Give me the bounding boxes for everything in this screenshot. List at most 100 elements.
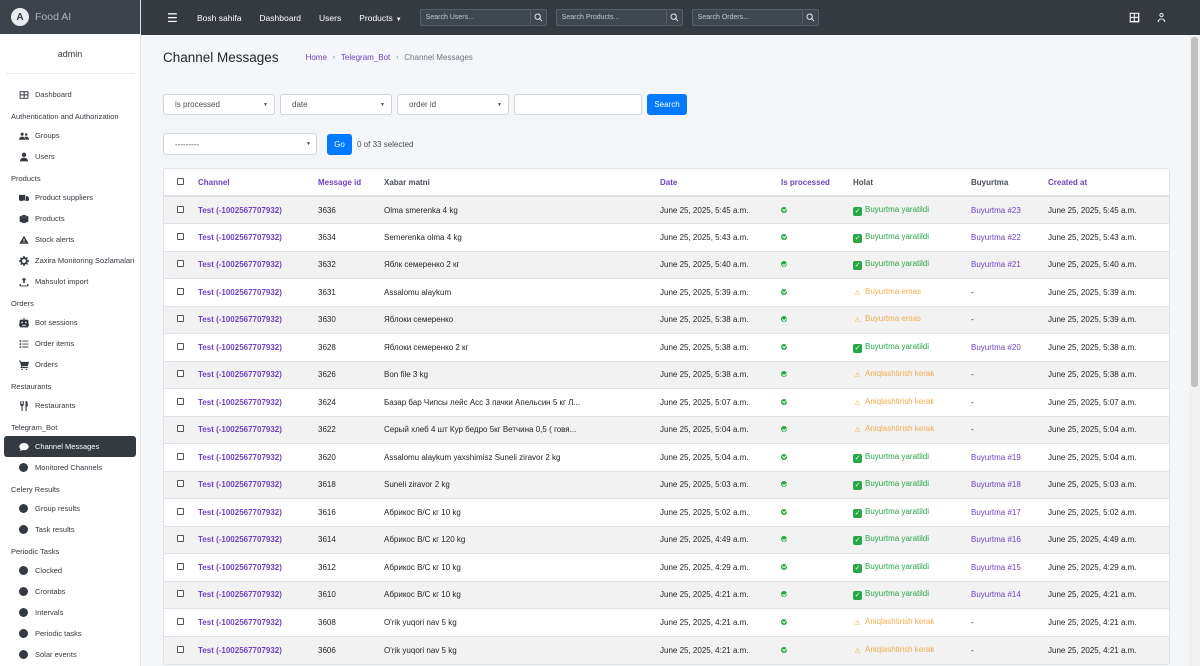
channel-link[interactable]: Test (-1002567707932)	[198, 535, 282, 545]
sidebar-item-task-results[interactable]: Task results	[4, 519, 136, 540]
channel-link[interactable]: Test (-1002567707932)	[198, 232, 282, 242]
channel-link[interactable]: Test (-1002567707932)	[198, 425, 282, 435]
row-checkbox[interactable]	[177, 205, 184, 213]
order-link[interactable]: Buyurtma #17	[971, 507, 1021, 517]
order-link[interactable]: Buyurtma #23	[971, 205, 1021, 215]
nav-dashboard-link[interactable]: Dashboard	[259, 12, 302, 23]
go-button[interactable]: Go	[327, 133, 352, 155]
col-message-id[interactable]: Message id	[318, 169, 384, 197]
row-checkbox[interactable]	[177, 562, 184, 570]
col-channel[interactable]: Channel	[198, 169, 318, 197]
row-checkbox[interactable]	[177, 452, 184, 460]
row-checkbox[interactable]	[177, 617, 184, 625]
sidebar-item-order-items[interactable]: Order items	[4, 333, 136, 354]
nav-home-link[interactable]: Bosh sahifa	[197, 12, 242, 23]
brand-link[interactable]: A Food AI	[0, 0, 140, 34]
search-orders-input[interactable]: Search Orders...	[691, 9, 802, 26]
nav-users-link[interactable]: Users	[319, 12, 342, 23]
row-checkbox[interactable]	[177, 590, 184, 598]
row-checkbox[interactable]	[177, 287, 184, 295]
user-account-icon[interactable]	[1156, 12, 1167, 23]
sidebar-item-users[interactable]: Users	[4, 146, 136, 167]
channel-link[interactable]: Test (-1002567707932)	[198, 205, 282, 215]
search-users-input[interactable]: Search Users...	[419, 9, 530, 26]
sidebar-item-clocked[interactable]: Clocked	[4, 560, 136, 581]
row-checkbox[interactable]	[177, 315, 184, 323]
channel-link[interactable]: Test (-1002567707932)	[198, 452, 282, 462]
sidebar-item-crontabs[interactable]: Crontabs	[4, 581, 136, 602]
filter-is-processed-select[interactable]: is processed ▼	[163, 94, 275, 115]
row-checkbox[interactable]	[177, 397, 184, 405]
search-products-button[interactable]	[665, 9, 683, 26]
scrollbar-thumb[interactable]	[1191, 37, 1198, 387]
sidebar-item-periodic-tasks[interactable]: Periodic tasks	[4, 623, 136, 644]
search-orders-button[interactable]	[801, 9, 819, 26]
channel-link[interactable]: Test (-1002567707932)	[198, 480, 282, 490]
row-checkbox[interactable]	[177, 535, 184, 543]
select-all-checkbox[interactable]	[177, 177, 184, 185]
channel-link[interactable]: Test (-1002567707932)	[198, 315, 282, 325]
channel-link[interactable]: Test (-1002567707932)	[198, 342, 282, 352]
sidebar-item-solar-events[interactable]: Solar events	[4, 644, 136, 665]
sidebar-item-label: Channel Messages	[35, 442, 100, 451]
sidebar-item-channel-messages[interactable]: Channel Messages	[4, 436, 136, 457]
channel-link[interactable]: Test (-1002567707932)	[198, 397, 282, 407]
order-link[interactable]: Buyurtma #20	[971, 342, 1021, 352]
col-is-processed[interactable]: Is processed	[781, 169, 853, 197]
row-checkbox[interactable]	[177, 480, 184, 488]
sidebar-item-mahsulot-import[interactable]: Mahsulot import	[4, 271, 136, 292]
sidebar-item-zaxira-monitoring-sozlamalari[interactable]: Zaxira Monitoring Sozlamalari	[4, 250, 136, 271]
breadcrumb-app-link[interactable]: Telegram_Bot	[340, 53, 391, 62]
menu-toggle-icon[interactable]: ☰	[167, 10, 178, 25]
sidebar-item-stock-alerts[interactable]: Stock alerts	[4, 229, 136, 250]
sidebar-item-dashboard[interactable]: Dashboard	[4, 84, 136, 105]
user-panel[interactable]: admin	[6, 34, 134, 74]
row-checkbox[interactable]	[177, 232, 184, 240]
nav-products-dropdown[interactable]: Products ▼	[359, 13, 402, 23]
sidebar-item-restaurants[interactable]: Restaurants	[4, 395, 136, 416]
sidebar-item-orders[interactable]: Orders	[4, 354, 136, 375]
col-created-at[interactable]: Created at	[1048, 169, 1169, 197]
sidebar-item-group-results[interactable]: Group results	[4, 498, 136, 519]
sidebar-item-groups[interactable]: Groups	[4, 125, 136, 146]
row-checkbox[interactable]	[177, 507, 184, 515]
col-date[interactable]: Date	[660, 169, 781, 197]
row-checkbox[interactable]	[177, 260, 184, 268]
page-scrollbar[interactable]	[1189, 35, 1200, 666]
channel-link[interactable]: Test (-1002567707932)	[198, 590, 282, 600]
sidebar-item-product-suppliers[interactable]: Product suppliers	[4, 187, 136, 208]
channel-link[interactable]: Test (-1002567707932)	[198, 562, 282, 572]
channel-link[interactable]: Test (-1002567707932)	[198, 260, 282, 270]
grid-icon[interactable]	[1129, 12, 1140, 23]
sidebar-item-bot-sessions[interactable]: Bot sessions	[4, 312, 136, 333]
sidebar-item-products[interactable]: Products	[4, 208, 136, 229]
order-link[interactable]: Buyurtma #21	[971, 260, 1021, 270]
channel-link[interactable]: Test (-1002567707932)	[198, 507, 282, 517]
order-link[interactable]: Buyurtma #15	[971, 562, 1021, 572]
message-text-cell: O'rik yuqori nav 5 kg	[384, 608, 660, 636]
row-checkbox[interactable]	[177, 370, 184, 378]
row-checkbox[interactable]	[177, 425, 184, 433]
search-users-button[interactable]	[529, 9, 547, 26]
row-checkbox[interactable]	[177, 645, 184, 653]
action-select[interactable]: --------- ▼	[163, 133, 317, 155]
sidebar-item-monitored-channels[interactable]: Monitored Channels	[4, 457, 136, 478]
filter-date-select[interactable]: date ▼	[280, 94, 392, 115]
channel-link[interactable]: Test (-1002567707932)	[198, 617, 282, 627]
breadcrumb-home-link[interactable]: Home	[305, 53, 327, 62]
order-link[interactable]: Buyurtma #14	[971, 590, 1021, 600]
sidebar-item-intervals[interactable]: Intervals	[4, 602, 136, 623]
search-button[interactable]: Search	[647, 94, 687, 115]
order-link[interactable]: Buyurtma #22	[971, 232, 1021, 242]
search-products-input[interactable]: Search Products...	[555, 9, 666, 26]
row-checkbox[interactable]	[177, 342, 184, 350]
channel-link[interactable]: Test (-1002567707932)	[198, 287, 282, 297]
channel-link[interactable]: Test (-1002567707932)	[198, 370, 282, 380]
order-link[interactable]: Buyurtma #16	[971, 535, 1021, 545]
channel-link[interactable]: Test (-1002567707932)	[198, 645, 282, 655]
search-input[interactable]	[514, 94, 642, 115]
check-circle-icon	[781, 316, 787, 323]
filter-order-id-select[interactable]: order id ▼	[397, 94, 509, 115]
order-link[interactable]: Buyurtma #18	[971, 480, 1021, 490]
order-link[interactable]: Buyurtma #19	[971, 452, 1021, 462]
